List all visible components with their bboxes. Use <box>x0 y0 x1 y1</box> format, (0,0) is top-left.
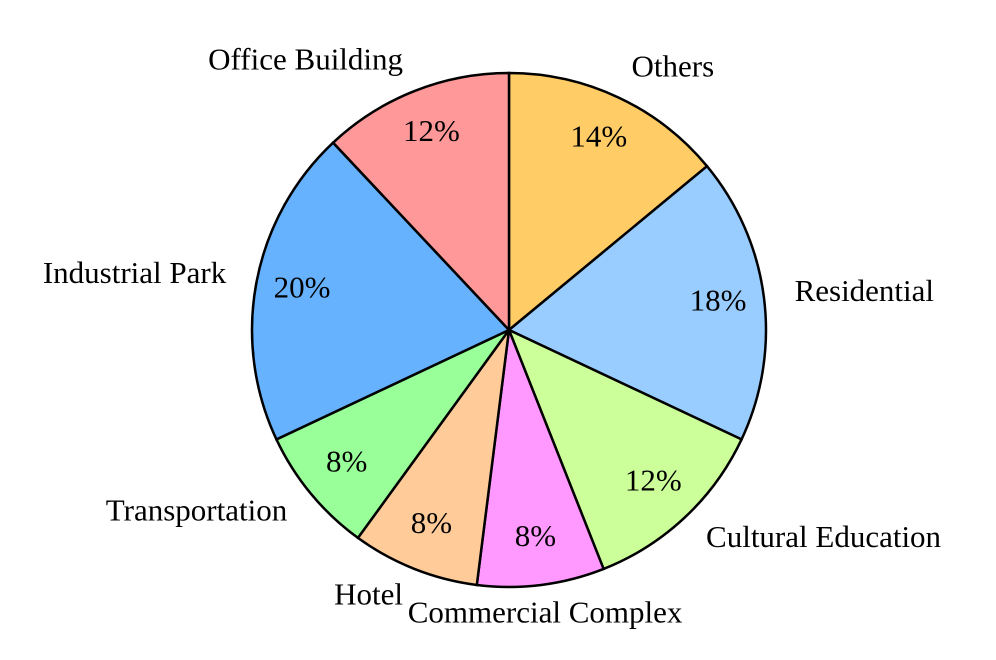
category-label: Others <box>632 49 715 84</box>
category-label: Office Building <box>208 41 403 76</box>
pie-slice <box>274 328 511 540</box>
pie-slice <box>475 329 606 589</box>
category-label: Hotel <box>334 577 403 612</box>
value-label: 8% <box>411 505 452 540</box>
category-label: Residential <box>795 273 934 308</box>
category-label: Industrial Park <box>43 255 227 290</box>
category-label: Transportation <box>106 493 288 528</box>
category-label: Commercial Complex <box>408 595 683 630</box>
pie-slice <box>506 327 744 571</box>
value-label: 12% <box>625 463 682 498</box>
value-label: 14% <box>570 118 627 153</box>
value-label: 8% <box>326 443 367 478</box>
value-label: 18% <box>690 283 747 318</box>
pie-slice <box>507 71 709 333</box>
value-label: 12% <box>403 113 460 148</box>
pie-slice <box>250 140 512 442</box>
pie-slice <box>331 71 511 334</box>
pie-slice <box>356 329 511 587</box>
pie-slice <box>506 164 768 442</box>
category-label: Cultural Education <box>706 519 942 554</box>
value-label: 8% <box>515 518 556 553</box>
value-label: 20% <box>274 270 331 305</box>
